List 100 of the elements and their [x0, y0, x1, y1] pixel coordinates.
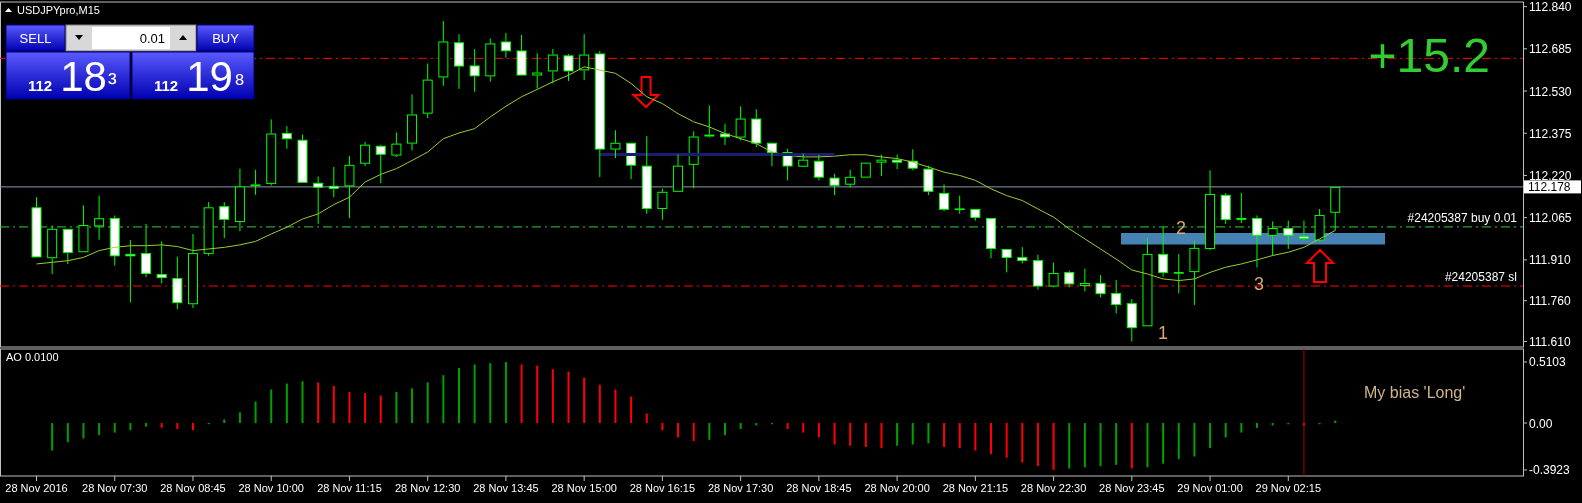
candlestick — [313, 176, 324, 225]
bar — [129, 423, 132, 431]
bar — [520, 364, 523, 424]
candlestick — [1111, 279, 1122, 315]
bar — [1256, 423, 1258, 428]
candlestick — [31, 196, 42, 258]
candlestick — [250, 169, 261, 196]
candlestick — [78, 204, 89, 253]
bar — [238, 412, 241, 424]
candlestick — [1220, 192, 1231, 225]
bar — [911, 423, 914, 445]
bar — [145, 423, 148, 427]
x-tick-label: 28 Nov 21:15 — [942, 482, 1009, 494]
bar — [51, 423, 54, 451]
bar — [1099, 423, 1102, 467]
candlestick — [547, 48, 558, 84]
y-tick-label: 112.220 — [1529, 168, 1572, 183]
candlestick — [845, 169, 856, 189]
candlestick — [939, 183, 950, 210]
y-tick-label: 112.065 — [1529, 211, 1572, 226]
candlestick — [985, 217, 996, 259]
candlestick — [297, 134, 308, 183]
bar — [113, 423, 116, 433]
candlestick — [892, 153, 903, 170]
bar — [927, 423, 930, 444]
candlestick — [1126, 298, 1137, 343]
y-tick-label: 111.910 — [1529, 253, 1571, 268]
bar — [411, 388, 414, 424]
candlestick — [1205, 169, 1216, 249]
candlestick — [360, 141, 371, 167]
bar — [630, 396, 633, 424]
bar — [1005, 423, 1008, 458]
bar — [1130, 423, 1133, 469]
candlestick — [407, 93, 418, 151]
bar — [1162, 423, 1165, 464]
bar — [1177, 423, 1180, 459]
candlestick — [422, 63, 433, 119]
bar — [473, 364, 476, 424]
bar — [958, 423, 961, 449]
candlestick — [1142, 237, 1153, 327]
bar — [817, 423, 820, 438]
bar — [364, 393, 367, 424]
bar — [1240, 423, 1243, 433]
bar — [395, 391, 398, 424]
y-tick-label: 112.685 — [1529, 42, 1572, 57]
candlestick — [125, 239, 136, 303]
x-tick-label: 28 Nov 18:45 — [786, 482, 852, 494]
candlestick — [516, 34, 527, 76]
candlestick — [923, 165, 934, 196]
candlestick — [610, 129, 621, 159]
y-tick-label: 112.530 — [1529, 84, 1572, 99]
bar — [98, 423, 101, 435]
candlestick — [970, 208, 981, 222]
candlestick — [109, 214, 120, 267]
bar — [1224, 423, 1227, 438]
bar — [708, 423, 711, 440]
candlestick — [375, 145, 386, 184]
ref-line-label: 112.178 — [1528, 180, 1571, 195]
candlestick — [1079, 268, 1090, 292]
bar — [692, 423, 695, 441]
bar — [160, 423, 163, 428]
candlestick — [1032, 254, 1043, 291]
y-tick-label: -0.3923 — [1529, 463, 1571, 478]
candlestick — [641, 135, 652, 215]
candlestick — [156, 240, 167, 285]
annotation: My bias 'Long' — [1364, 384, 1466, 401]
bar — [191, 423, 194, 431]
annotation: +15.2 — [1368, 29, 1490, 82]
bar — [426, 382, 429, 424]
bar — [677, 423, 680, 438]
candlestick — [281, 125, 292, 150]
bar — [270, 389, 273, 424]
bar — [379, 395, 382, 424]
candlestick — [453, 33, 464, 90]
candlestick — [234, 168, 245, 232]
x-tick-label: 28 Nov 15:00 — [551, 482, 617, 494]
bar — [833, 423, 836, 445]
x-tick-label: 28 Nov 11:15 — [317, 482, 382, 494]
candlestick — [704, 104, 715, 137]
candlestick — [1001, 248, 1012, 273]
candlestick — [688, 130, 699, 189]
bar — [1036, 423, 1039, 467]
candlestick — [1095, 274, 1106, 298]
annotation: 1 — [1157, 323, 1169, 343]
annotation: 112 18³ — [28, 53, 117, 100]
bar — [896, 423, 899, 446]
chart-title: AO 0.0100 — [6, 351, 59, 363]
y-tick-label: 112.375 — [1529, 126, 1572, 141]
bar — [864, 423, 867, 447]
x-tick-label: 28 Nov 20:00 — [864, 482, 930, 494]
bar — [1146, 423, 1149, 468]
x-tick-label: 28 Nov 23:45 — [1099, 482, 1165, 494]
x-tick-label: 28 Nov 17:30 — [707, 482, 774, 494]
bar — [536, 365, 539, 424]
bar — [1115, 423, 1118, 465]
candlestick — [657, 188, 668, 221]
bar — [989, 423, 992, 455]
candlestick — [532, 52, 543, 90]
candlestick — [141, 223, 152, 278]
candlestick — [391, 131, 402, 156]
